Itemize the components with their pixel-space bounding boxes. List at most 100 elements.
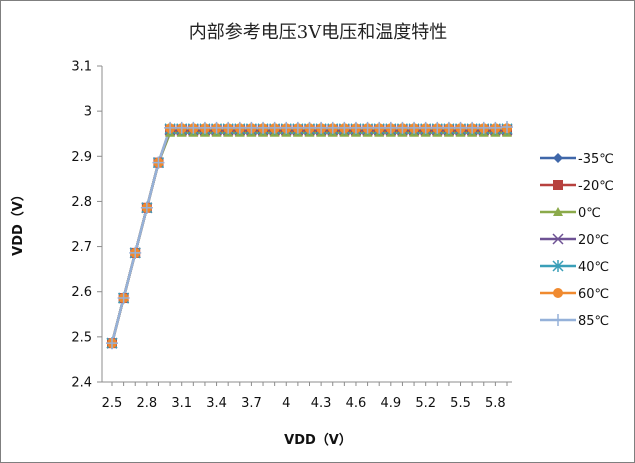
x-tick-label: 2.5 bbox=[102, 396, 123, 411]
data-point bbox=[477, 121, 490, 134]
data-point bbox=[489, 121, 502, 134]
data-point bbox=[442, 121, 455, 134]
series-markers bbox=[106, 120, 513, 350]
series-marker-group bbox=[107, 123, 512, 349]
y-tick-label: 3 bbox=[84, 105, 92, 120]
data-point bbox=[466, 121, 479, 134]
series-line bbox=[110, 131, 507, 344]
data-point bbox=[373, 121, 386, 134]
legend-item: -35℃ bbox=[540, 152, 614, 167]
data-point bbox=[349, 121, 362, 134]
data-point bbox=[129, 246, 142, 259]
data-point bbox=[257, 121, 270, 134]
series-line bbox=[110, 128, 507, 344]
x-axis-title: VDD（V） bbox=[284, 432, 352, 448]
data-point bbox=[117, 292, 130, 305]
series-line bbox=[110, 129, 507, 344]
legend-label: 60℃ bbox=[578, 287, 609, 302]
data-point bbox=[291, 121, 304, 134]
x-tick-label: 3.7 bbox=[241, 396, 262, 411]
x-tick-label: 3.1 bbox=[171, 396, 192, 411]
series-marker-group bbox=[106, 122, 513, 350]
legend-item: 85℃ bbox=[540, 314, 609, 329]
data-point bbox=[106, 337, 118, 350]
series-line bbox=[110, 127, 507, 344]
legend: -35℃ -20℃ 0℃ 20℃ 40℃ 60℃ 85℃ bbox=[540, 152, 614, 329]
x-tick-label: 4.6 bbox=[346, 396, 367, 411]
data-point bbox=[338, 121, 351, 134]
x-tick-label: 4.3 bbox=[311, 396, 332, 411]
data-point bbox=[140, 201, 153, 214]
legend-label: 40℃ bbox=[578, 260, 609, 275]
data-point bbox=[245, 121, 258, 134]
legend-swatch-marker bbox=[553, 207, 563, 216]
series-marker-group bbox=[107, 127, 512, 348]
x-tick-label: 4.9 bbox=[380, 396, 401, 411]
legend-swatch-marker bbox=[553, 288, 563, 298]
legend-swatch-marker bbox=[553, 180, 563, 190]
series-marker-group bbox=[107, 125, 512, 349]
legend-swatch-marker bbox=[553, 153, 563, 163]
data-point bbox=[268, 121, 281, 134]
y-tick-label: 2.8 bbox=[71, 195, 92, 210]
data-point bbox=[408, 121, 421, 134]
y-tick-label: 2.4 bbox=[71, 376, 92, 391]
series-marker-group bbox=[106, 120, 513, 350]
legend-swatch-marker bbox=[552, 314, 564, 326]
x-tick-label: 5.5 bbox=[450, 396, 471, 411]
chart-title: 内部参考电压3V电压和温度特性 bbox=[189, 22, 447, 43]
data-point bbox=[280, 121, 293, 134]
y-axis-ticks: 2.4 2.5 2.6 2.7 2.8 2.9 3 3.1 bbox=[71, 60, 102, 391]
data-point bbox=[303, 121, 316, 134]
data-point bbox=[384, 121, 397, 134]
legend-label: 20℃ bbox=[578, 233, 609, 248]
data-point bbox=[454, 121, 467, 134]
data-point bbox=[361, 121, 374, 134]
y-tick-label: 2.9 bbox=[71, 150, 92, 165]
legend-item: 60℃ bbox=[540, 287, 609, 302]
data-point bbox=[198, 121, 211, 134]
data-point bbox=[233, 121, 246, 134]
y-tick-label: 2.6 bbox=[71, 285, 92, 300]
x-axis-ticks: 2.5 2.8 3.1 3.4 3.7 4 4.3 4.6 4.9 5.2 5.5 5.8 bbox=[102, 382, 508, 411]
legend-item: 20℃ bbox=[540, 233, 609, 248]
data-point bbox=[210, 121, 223, 134]
legend-swatch-marker bbox=[552, 260, 564, 272]
series-marker-group bbox=[107, 126, 512, 349]
x-tick-label: 3.4 bbox=[206, 396, 227, 411]
series-line bbox=[110, 127, 507, 344]
legend-item: 40℃ bbox=[540, 260, 609, 275]
data-point bbox=[222, 121, 235, 134]
data-point bbox=[152, 156, 165, 169]
y-tick-label: 2.5 bbox=[71, 330, 92, 345]
data-point bbox=[187, 121, 200, 134]
legend-item: -20℃ bbox=[540, 179, 614, 194]
data-point bbox=[315, 121, 328, 134]
data-point bbox=[326, 121, 339, 134]
y-axis-title: VDD（V） bbox=[10, 188, 26, 256]
legend-label: -35℃ bbox=[578, 152, 614, 167]
legend-label: 0℃ bbox=[578, 206, 601, 221]
series-line bbox=[110, 125, 508, 344]
x-tick-label: 5.8 bbox=[485, 396, 506, 411]
data-point bbox=[396, 121, 409, 134]
y-tick-label: 2.7 bbox=[71, 240, 92, 255]
x-tick-label: 4 bbox=[282, 396, 290, 411]
legend-swatch-marker bbox=[552, 233, 564, 245]
data-point bbox=[431, 121, 444, 134]
data-point bbox=[164, 121, 177, 134]
legend-label: 85℃ bbox=[578, 314, 609, 329]
data-point bbox=[419, 121, 432, 134]
series-marker-group bbox=[106, 124, 513, 349]
x-tick-label: 2.8 bbox=[137, 396, 158, 411]
legend-item: 0℃ bbox=[540, 206, 601, 221]
x-tick-label: 5.2 bbox=[415, 396, 436, 411]
legend-label: -20℃ bbox=[578, 179, 614, 194]
series-lines bbox=[110, 125, 508, 344]
data-point bbox=[501, 120, 513, 133]
series-line bbox=[110, 129, 507, 344]
data-point bbox=[175, 121, 188, 134]
y-tick-label: 3.1 bbox=[71, 60, 92, 75]
